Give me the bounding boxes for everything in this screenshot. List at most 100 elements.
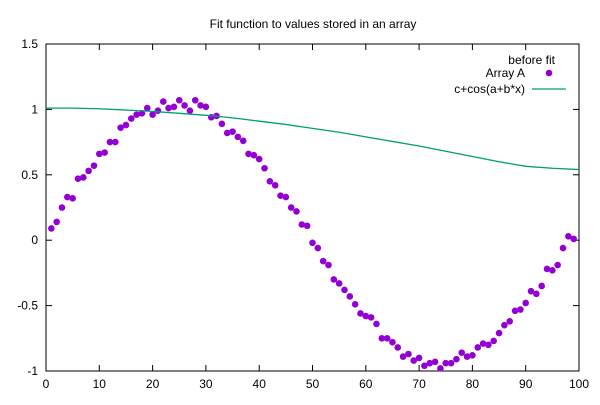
data-point [165, 104, 172, 112]
data-point [506, 317, 514, 325]
data-point [410, 357, 418, 364]
data-point [383, 335, 391, 342]
data-point [501, 321, 508, 329]
data-point [362, 312, 370, 320]
data-point [298, 221, 306, 228]
data-point [143, 104, 151, 112]
data-point [138, 110, 146, 117]
data-point [74, 175, 82, 183]
data-point [223, 129, 231, 137]
data-point [266, 178, 274, 185]
data-point [149, 111, 156, 118]
data-point [186, 107, 194, 115]
legend-label: c+cos(a+b*x) [454, 82, 525, 96]
data-point [335, 280, 343, 287]
data-point [85, 167, 92, 175]
x-tick-label: 50 [306, 377, 320, 391]
y-tick-label: 1.5 [21, 37, 38, 51]
data-point [474, 344, 482, 351]
y-tick-label: 1 [31, 102, 38, 116]
data-point [58, 204, 66, 211]
data-point [463, 353, 471, 360]
x-tick-label: 30 [199, 377, 213, 391]
data-point [490, 337, 498, 345]
data-point [159, 98, 167, 105]
data-point [565, 232, 572, 240]
data-point [447, 359, 455, 367]
x-tick-label: 100 [569, 377, 589, 391]
data-point [53, 218, 60, 226]
data-point [314, 244, 322, 252]
x-tick-label: 20 [146, 377, 160, 391]
data-point [271, 181, 279, 189]
data-point [421, 362, 428, 370]
data-point [511, 307, 519, 315]
data-point [261, 164, 268, 172]
x-tick-label: 10 [93, 377, 107, 391]
data-point [255, 155, 263, 163]
x-tick-label: 90 [519, 377, 533, 391]
legend-swatch [545, 69, 553, 77]
data-point [117, 124, 124, 132]
legend-label: Array A [486, 66, 525, 80]
data-point [533, 290, 540, 298]
legend-title: before fit [508, 53, 555, 67]
series-layer [46, 96, 580, 372]
data-point [570, 235, 577, 243]
data-point [309, 239, 316, 247]
data-point [399, 353, 407, 360]
data-point [218, 120, 226, 128]
data-point [229, 128, 236, 135]
data-point [111, 138, 119, 146]
data-point [543, 265, 551, 273]
data-point [293, 208, 300, 215]
data-point [202, 103, 210, 111]
y-tick-label: 0.5 [21, 168, 38, 182]
data-point [469, 352, 476, 359]
data-point [64, 193, 71, 201]
data-point [170, 103, 178, 111]
data-point [554, 261, 561, 269]
y-tick-label: 0 [31, 233, 38, 247]
data-point [234, 133, 242, 141]
x-tick-label: 70 [412, 377, 426, 391]
data-point [389, 338, 396, 346]
data-point [378, 335, 386, 342]
data-point [549, 266, 556, 274]
data-point [458, 349, 466, 356]
data-point [357, 310, 364, 317]
data-point [479, 340, 487, 347]
data-point [133, 111, 140, 118]
data-point [495, 329, 503, 337]
data-point [90, 162, 98, 169]
data-point [373, 320, 380, 328]
data-point [154, 107, 162, 115]
x-tick-label: 60 [359, 377, 373, 391]
data-point [485, 341, 492, 349]
data-point [239, 137, 247, 145]
data-point [394, 344, 402, 351]
data-point [559, 244, 567, 252]
data-point [191, 96, 199, 104]
data-point [527, 287, 535, 295]
data-point [325, 261, 332, 269]
legend: before fit Array A c+cos(a+b*x) [454, 53, 566, 96]
data-point [48, 225, 55, 232]
data-point [319, 257, 327, 265]
x-tick-label: 80 [466, 377, 480, 391]
data-point [426, 359, 434, 367]
data-point [80, 174, 87, 181]
chart-title: Fit function to values stored in an arra… [210, 17, 417, 31]
data-point [341, 286, 348, 294]
data-point [517, 306, 524, 313]
y-tick-label: -0.5 [17, 299, 38, 313]
data-point [122, 121, 130, 129]
data-point [197, 102, 204, 109]
data-point [522, 299, 529, 307]
axes-layer: 0 10 20 30 40 50 60 70 80 90 100 -1 -0.5 0 0.5 1 1.5 [17, 37, 589, 391]
data-point [96, 150, 103, 158]
data-point [415, 354, 423, 362]
data-point [405, 350, 412, 358]
data-point [351, 300, 359, 308]
